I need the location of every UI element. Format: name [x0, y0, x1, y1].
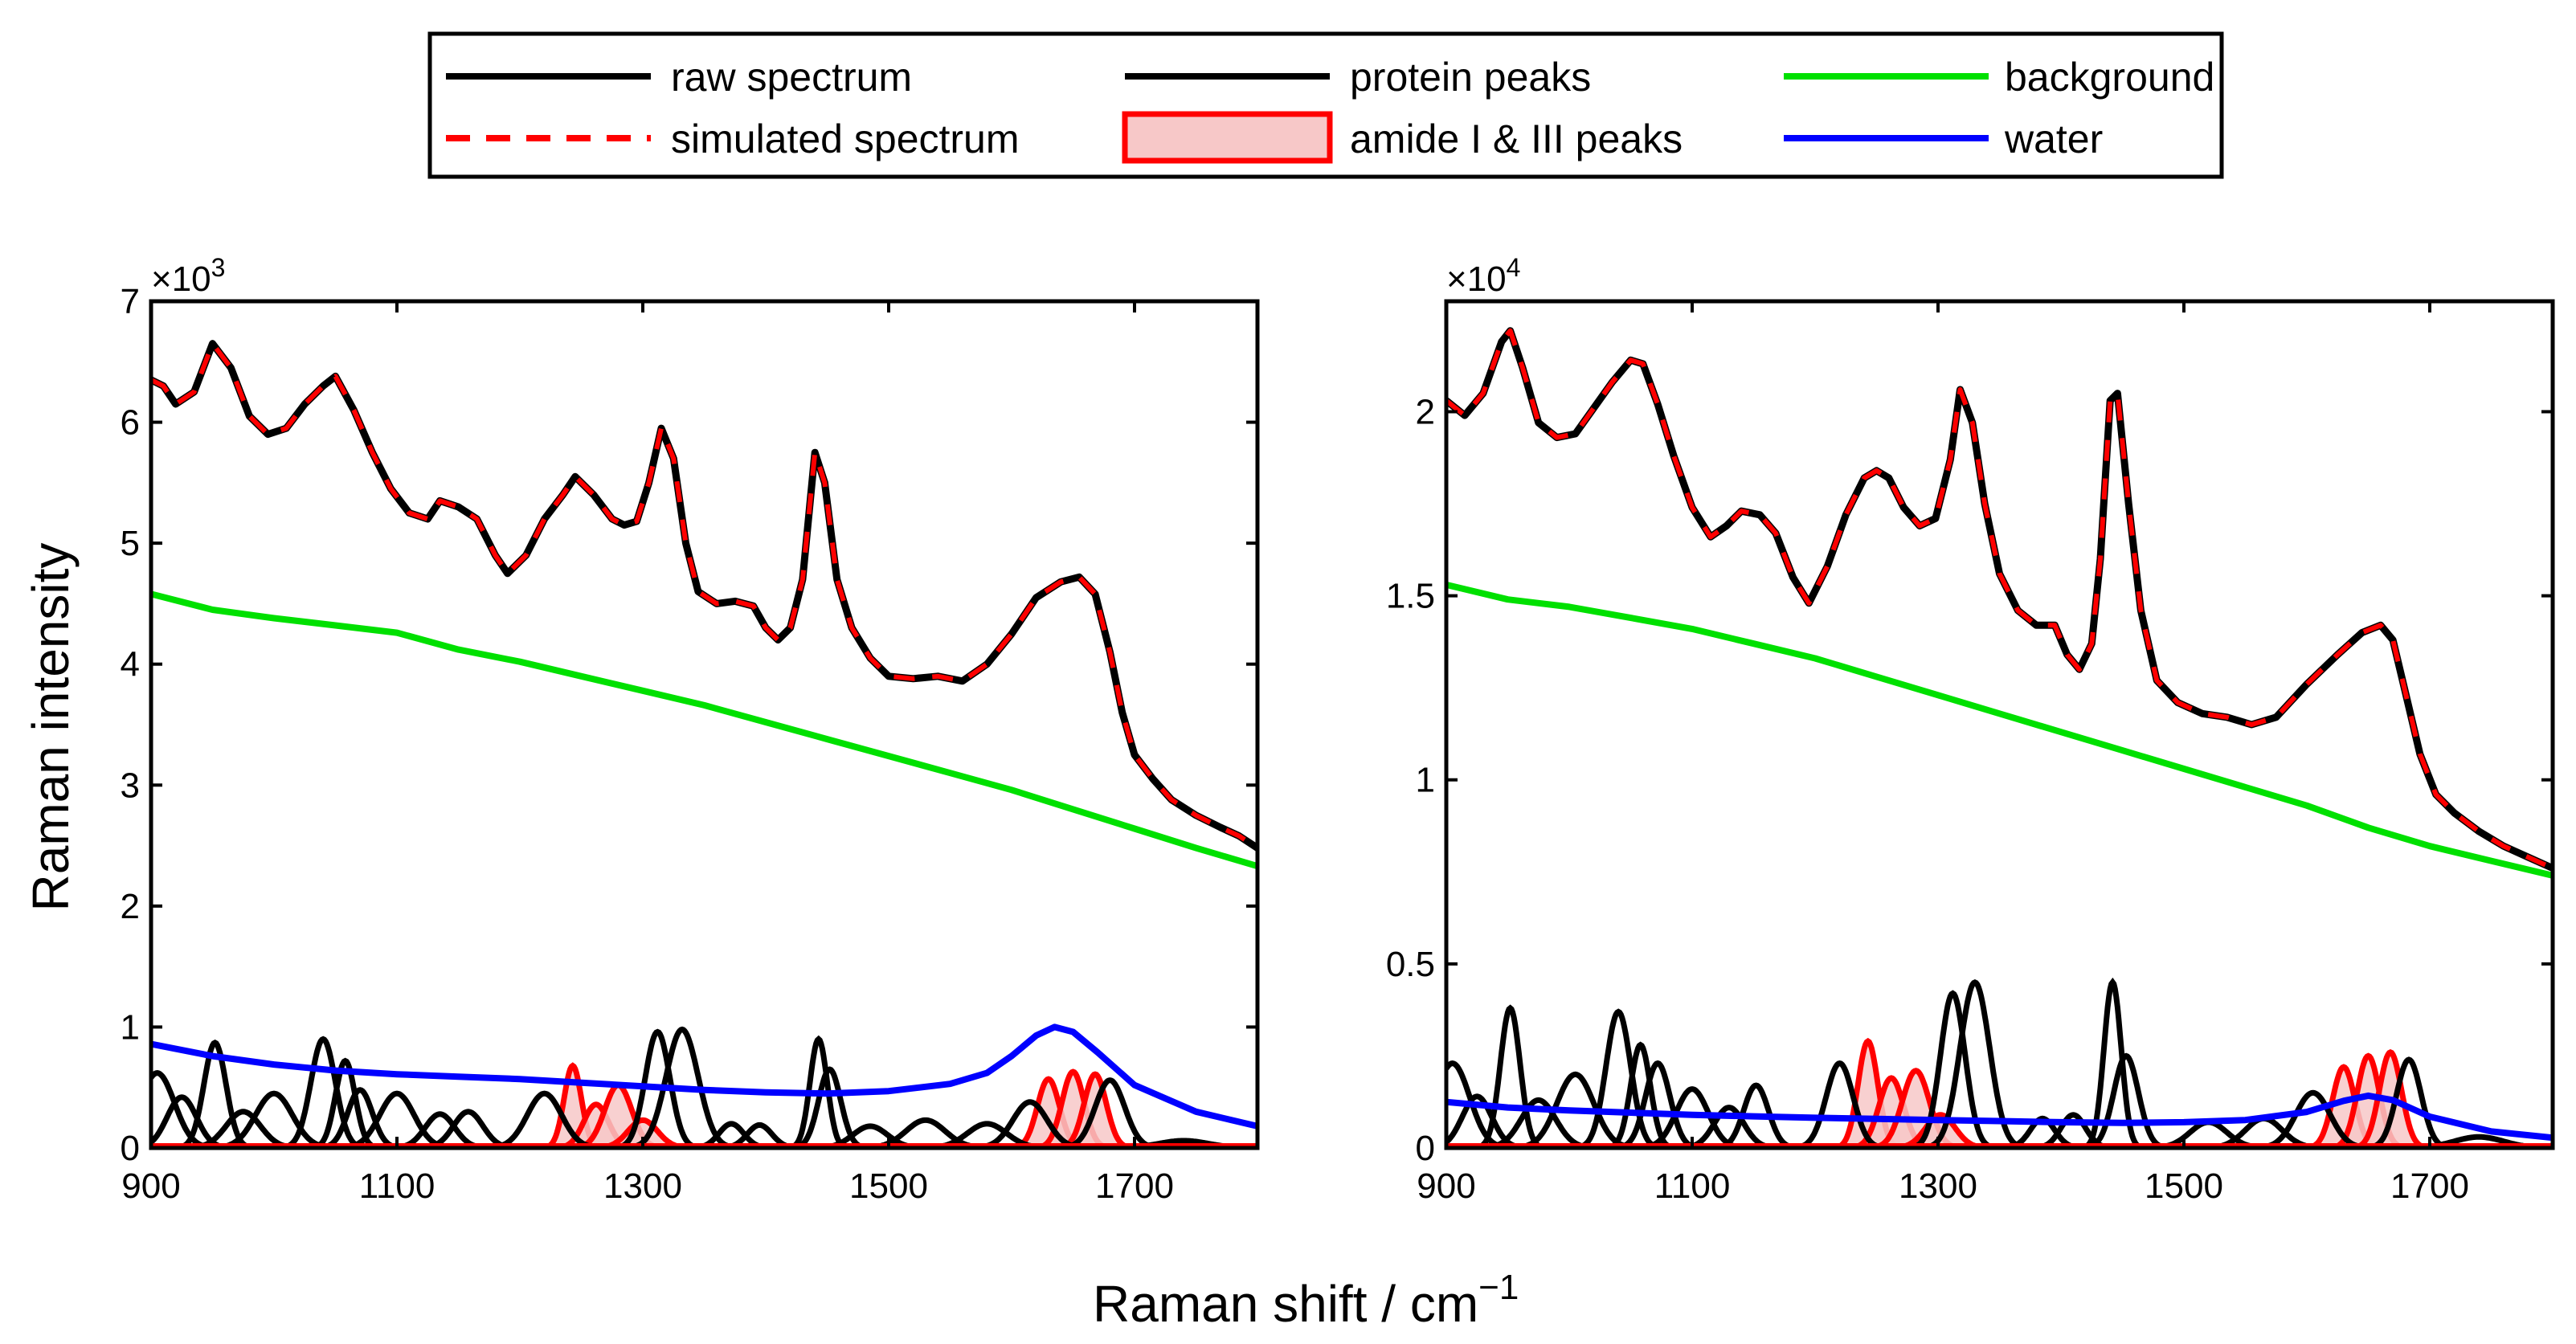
left-series-group: [151, 340, 1257, 1148]
left-x-tick-label: 1500: [849, 1166, 928, 1206]
left-x-tick-label: 1300: [603, 1166, 682, 1206]
right-y-tick-label: 0.5: [1386, 945, 1435, 984]
legend-label-protein: protein peaks: [1350, 55, 1591, 100]
y-axis-label: Raman intensity: [22, 543, 80, 912]
right-background-line: [1446, 582, 2553, 879]
right-amide-peak-fill: [2324, 1056, 2413, 1148]
left-x-tick-label: 900: [121, 1166, 180, 1206]
right-raw-spectrum-line: [1446, 327, 2553, 872]
right-y-tick-label: 2: [1416, 392, 1435, 431]
legend-label-raw: raw spectrum: [671, 55, 912, 100]
left-y-tick-label: 1: [121, 1007, 140, 1047]
left-y-ticks: 0 1 2 3 4 5 6 7: [121, 282, 1257, 1168]
left-plot-area: [151, 340, 1257, 1148]
right-x-tick-label: 1700: [2390, 1166, 2469, 1206]
left-amide-peak-fill: [583, 1120, 702, 1148]
left-water-line: [151, 1023, 1257, 1130]
left-amide-peak-fill: [538, 1065, 607, 1148]
right-x-tick-label: 900: [1417, 1166, 1475, 1206]
right-x-tick-label: 1500: [2145, 1166, 2223, 1206]
legend-swatch-amide: [1122, 111, 1333, 164]
left-y-tick-label: 2: [121, 887, 140, 926]
right-y-tick-label: 0: [1416, 1129, 1435, 1168]
legend-label-simulated: simulated spectrum: [671, 116, 1020, 161]
right-amide-peak-fill: [1862, 1070, 1970, 1148]
right-amide-peak-fill: [1842, 1077, 1941, 1148]
legend-label-background: background: [2005, 55, 2214, 100]
left-x-ticks: 900 1100 1300 1500 1700: [121, 301, 1174, 1206]
right-series-group: [1446, 327, 2553, 1148]
right-x-tick-label: 1100: [1654, 1166, 1731, 1206]
right-amide-peak-fill: [2299, 1067, 2388, 1148]
left-panel: 0 1 2 3 4 5 6 7 900 1100 1300 1500 1700 ×103: [121, 253, 1260, 1206]
right-x-tick-label: 1300: [1899, 1166, 1977, 1206]
legend: raw spectrum protein peaks background si…: [427, 31, 2224, 179]
left-axes-frame: [149, 299, 1260, 1150]
left-amide-peak-fill: [1004, 1079, 1093, 1148]
left-x-tick-label: 1700: [1095, 1166, 1174, 1206]
left-background-line: [151, 590, 1257, 870]
left-y-tick-label: 3: [121, 766, 140, 805]
legend-label-water: water: [2004, 116, 2103, 161]
right-simulated-spectrum-line: [1446, 328, 2553, 871]
right-y-tick-label: 1.5: [1386, 577, 1435, 616]
right-exponent: ×104: [1446, 253, 1520, 299]
right-amide-peak-fill: [1828, 1041, 1907, 1148]
legend-label-amide: amide I & III peaks: [1350, 116, 1683, 161]
right-x-ticks: 900 1100 1300 1500 1700: [1417, 301, 2469, 1206]
left-y-tick-label: 0: [121, 1129, 140, 1168]
left-y-tick-label: 5: [121, 524, 140, 563]
right-plot-area: [1446, 327, 2553, 1148]
left-y-tick-label: 4: [121, 645, 140, 684]
left-amide-peak-fill: [564, 1085, 673, 1148]
left-amide-peak-fill: [1028, 1072, 1118, 1148]
left-simulated-spectrum-line: [151, 341, 1257, 851]
left-x-tick-label: 1100: [359, 1166, 435, 1206]
left-y-tick-label: 7: [121, 282, 140, 321]
x-axis-label: Raman shift / cm−1: [1093, 1268, 1519, 1333]
right-axes-frame: [1444, 299, 2555, 1150]
right-y-tick-label: 1: [1416, 761, 1435, 800]
x-axis-label-superscript: −1: [1478, 1268, 1519, 1307]
right-water-line: [1446, 1092, 2553, 1142]
left-y-tick-label: 6: [121, 403, 140, 443]
right-y-ticks: 0 0.5 1 1.5 2: [1386, 392, 2553, 1168]
left-exponent: ×103: [151, 253, 225, 299]
left-exponent-power: 3: [211, 253, 226, 282]
right-exponent-power: 4: [1507, 253, 1521, 282]
right-panel: 0 0.5 1 1.5 2 900 1100 1300 1500 1700 ×104: [1386, 253, 2555, 1206]
